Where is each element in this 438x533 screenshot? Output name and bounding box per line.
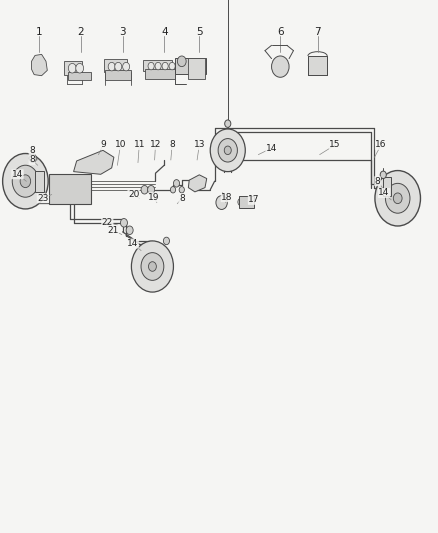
Bar xyxy=(49,174,91,204)
Circle shape xyxy=(243,198,249,206)
Circle shape xyxy=(148,262,156,271)
Circle shape xyxy=(120,219,127,227)
Polygon shape xyxy=(188,175,207,192)
Text: 4: 4 xyxy=(161,27,168,37)
Circle shape xyxy=(385,183,410,213)
Text: 21: 21 xyxy=(107,226,119,235)
Text: 14: 14 xyxy=(12,170,23,179)
Circle shape xyxy=(115,62,122,71)
Circle shape xyxy=(163,237,170,245)
Text: 15: 15 xyxy=(329,141,341,149)
Circle shape xyxy=(375,171,420,226)
Text: 10: 10 xyxy=(115,141,126,149)
Circle shape xyxy=(141,185,148,194)
Circle shape xyxy=(380,171,386,179)
Text: 9: 9 xyxy=(100,141,106,149)
Text: 16: 16 xyxy=(375,141,387,149)
Text: 14: 14 xyxy=(127,239,138,248)
Bar xyxy=(105,70,131,80)
Circle shape xyxy=(225,120,231,127)
Circle shape xyxy=(218,139,237,162)
Circle shape xyxy=(141,253,164,280)
Text: 8: 8 xyxy=(169,141,175,149)
Circle shape xyxy=(173,180,180,187)
Bar xyxy=(35,171,44,192)
Text: 8: 8 xyxy=(29,156,35,164)
Bar xyxy=(104,59,127,72)
Circle shape xyxy=(34,62,42,71)
Circle shape xyxy=(210,129,245,172)
Circle shape xyxy=(126,226,133,235)
Circle shape xyxy=(148,62,154,70)
Bar xyxy=(239,196,254,208)
Text: 14: 14 xyxy=(266,144,277,152)
Bar xyxy=(68,72,91,80)
Polygon shape xyxy=(32,54,47,76)
Text: 23: 23 xyxy=(37,194,49,203)
Text: 5: 5 xyxy=(196,27,203,37)
Circle shape xyxy=(123,62,130,71)
Circle shape xyxy=(108,62,115,71)
Bar xyxy=(64,61,82,75)
Text: 8: 8 xyxy=(179,194,185,203)
Circle shape xyxy=(29,154,36,163)
Circle shape xyxy=(169,62,175,70)
Circle shape xyxy=(177,56,186,67)
Circle shape xyxy=(272,56,289,77)
Text: 14: 14 xyxy=(378,189,390,197)
Text: 8: 8 xyxy=(29,146,35,155)
Bar xyxy=(308,56,327,75)
Bar xyxy=(143,60,172,71)
Circle shape xyxy=(68,63,76,73)
Circle shape xyxy=(76,63,84,73)
Text: 3: 3 xyxy=(119,27,126,37)
Circle shape xyxy=(238,198,244,206)
Text: 22: 22 xyxy=(102,218,113,227)
Text: 13: 13 xyxy=(194,141,205,149)
Bar xyxy=(188,58,205,79)
Circle shape xyxy=(170,187,176,193)
Text: 11: 11 xyxy=(134,141,145,149)
Circle shape xyxy=(162,62,168,70)
Circle shape xyxy=(216,196,227,209)
Text: 20: 20 xyxy=(128,190,139,199)
Polygon shape xyxy=(74,150,114,174)
Text: 18: 18 xyxy=(221,193,233,201)
Circle shape xyxy=(155,62,161,70)
Circle shape xyxy=(12,165,39,197)
Text: 8: 8 xyxy=(374,177,381,185)
Text: 12: 12 xyxy=(150,141,161,149)
Text: 17: 17 xyxy=(248,196,260,204)
Bar xyxy=(383,177,391,196)
Text: 2: 2 xyxy=(78,27,85,37)
Bar xyxy=(175,58,206,74)
Circle shape xyxy=(179,187,184,193)
Text: 7: 7 xyxy=(314,27,321,37)
Circle shape xyxy=(3,154,48,209)
Circle shape xyxy=(148,185,155,194)
Text: 19: 19 xyxy=(148,193,160,201)
Circle shape xyxy=(393,193,402,204)
Circle shape xyxy=(131,241,173,292)
Text: 1: 1 xyxy=(36,27,43,37)
Text: 6: 6 xyxy=(277,27,284,37)
Circle shape xyxy=(248,198,254,206)
Circle shape xyxy=(20,175,31,188)
Bar xyxy=(145,69,175,79)
Circle shape xyxy=(224,146,231,155)
